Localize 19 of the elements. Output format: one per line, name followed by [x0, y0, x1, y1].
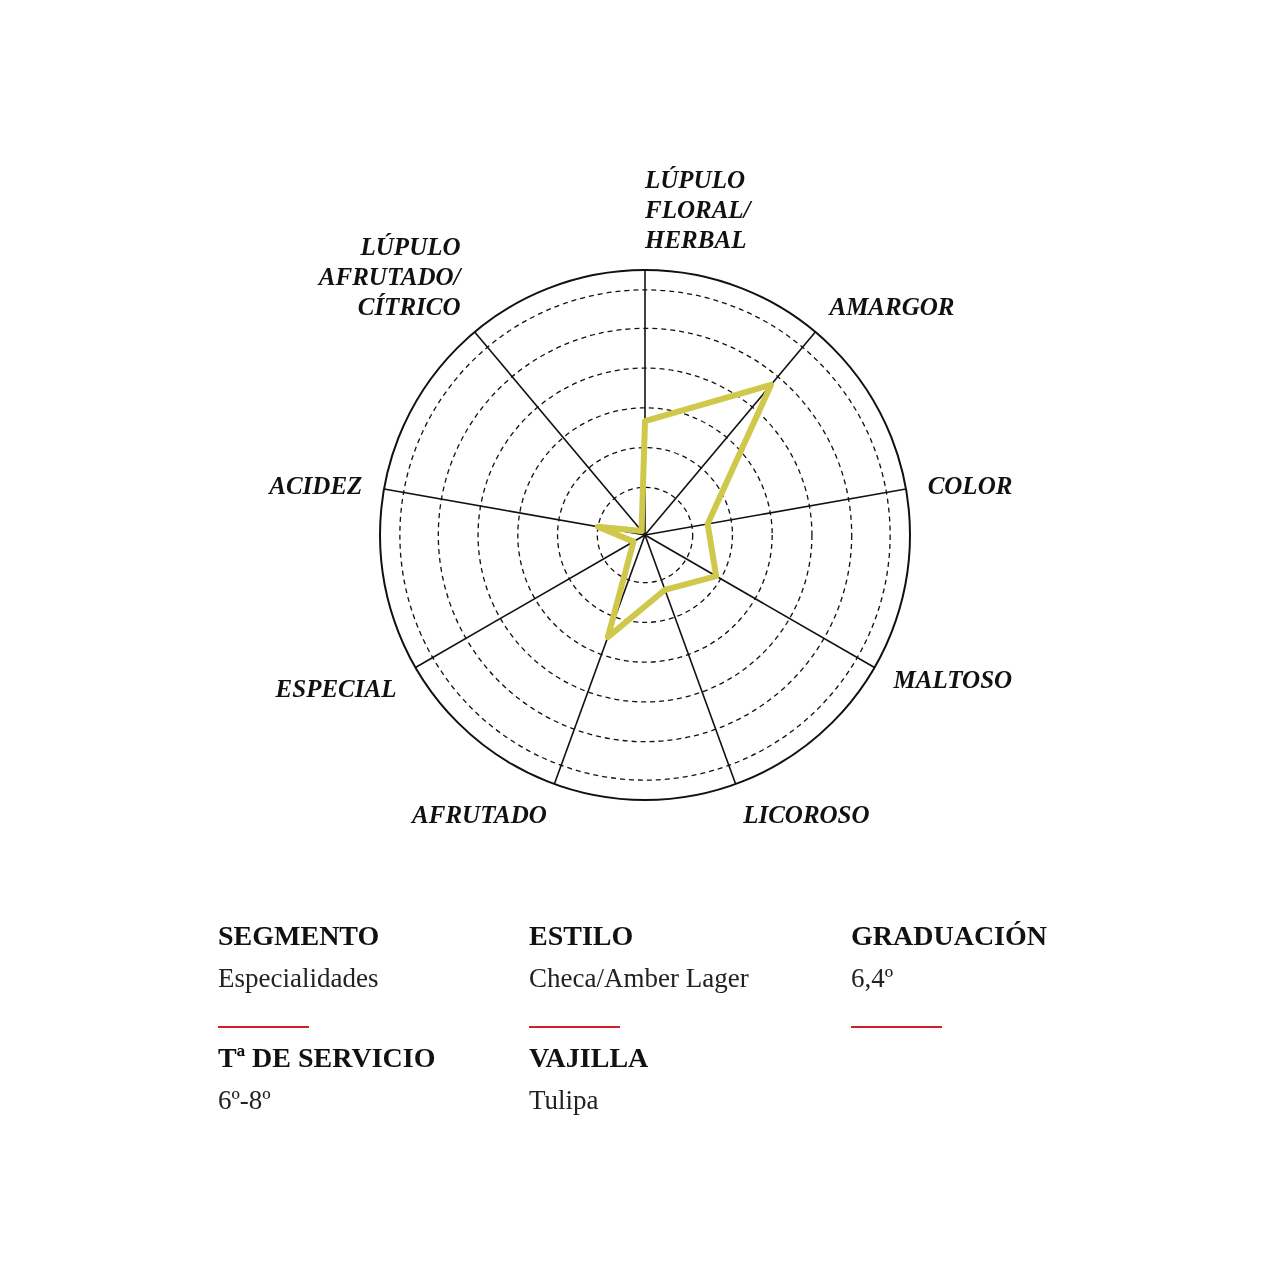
text: 6,4º [851, 963, 894, 993]
text: SEGMENTO [218, 920, 380, 951]
spoke-label: MALTOSO [892, 665, 1013, 693]
spoke-label: ACIDEZ [267, 472, 363, 500]
spoke-label: LÚPULO FLORAL/ HERBAL [644, 166, 753, 253]
text: 6º-8º [218, 1085, 271, 1115]
spoke-label: LICOROSO [742, 800, 870, 828]
text: Tulipa [529, 1085, 599, 1115]
spoke-label: COLOR [927, 472, 1013, 500]
text: VAJILLA [529, 1042, 650, 1073]
text: Checa/Amber Lager [529, 963, 749, 993]
text: GRADUACIÓN [851, 920, 1047, 951]
spoke-label: LÚPULO AFRUTADO/ CÍTRICO [316, 233, 463, 321]
spoke-label: AFRUTADO [410, 800, 547, 828]
spoke-label: AMARGOR [827, 293, 955, 321]
text: Tª DE SERVICIO [218, 1042, 436, 1073]
text: ESTILO [529, 920, 634, 951]
spoke-label: ESPECIAL [274, 674, 397, 702]
text: Especialidades [218, 963, 379, 993]
